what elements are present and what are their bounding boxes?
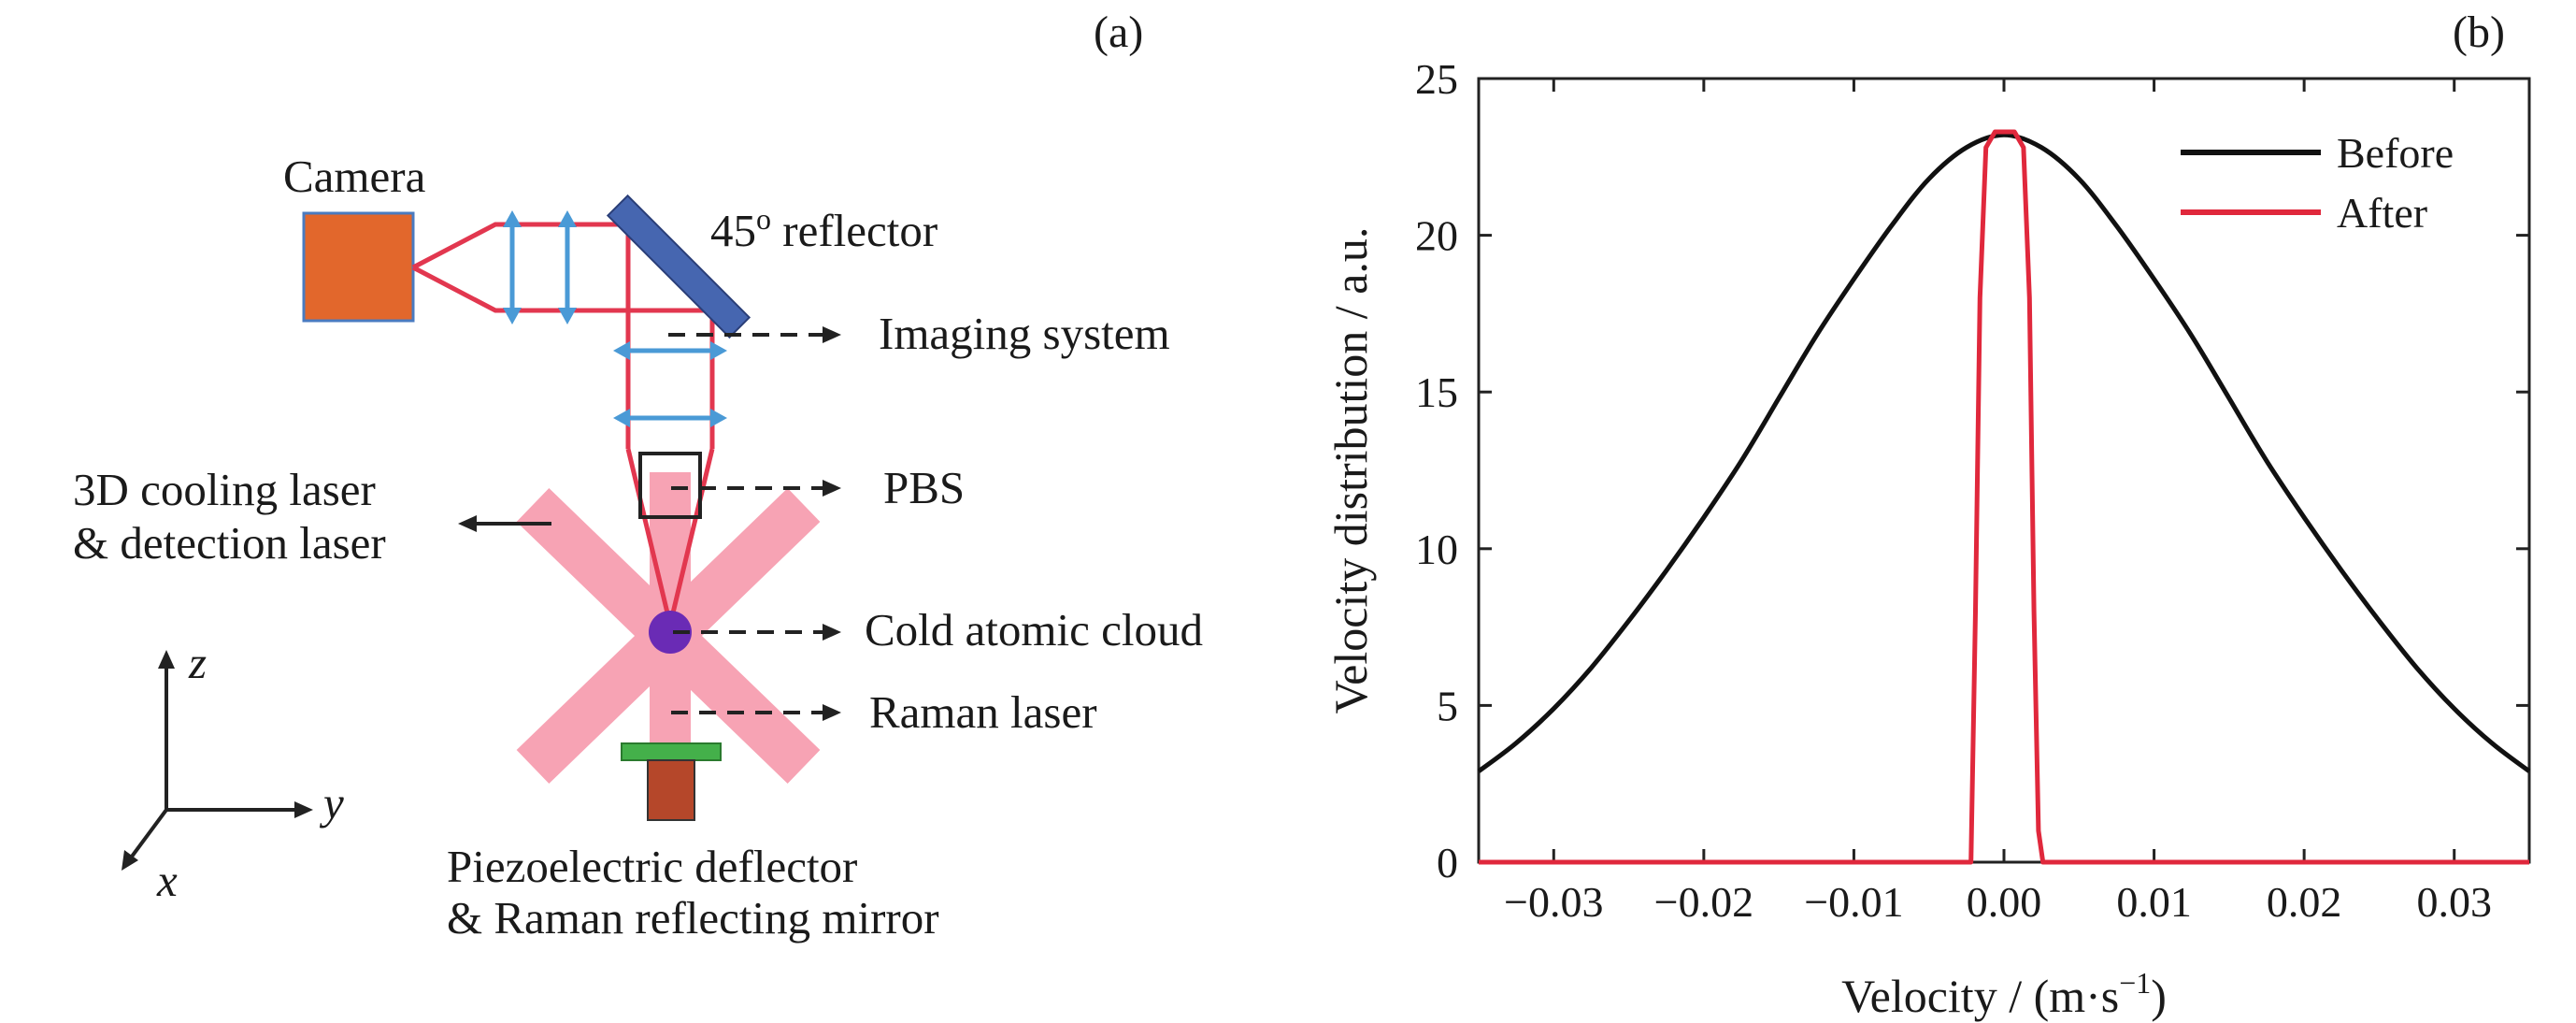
cold-atomic-cloud-label: Cold atomic cloud [865,604,1203,656]
beam-lower [413,267,712,449]
raman-laser-label: Raman laser [869,686,1097,738]
camera-label: Camera [283,151,426,202]
y-tick-label: 20 [1415,212,1458,260]
x-tick-label: −0.02 [1654,878,1753,926]
y-tick-label: 5 [1437,682,1458,729]
cooling-laser-label-line2: & detection laser [73,517,386,569]
lens-group [503,210,727,427]
cooling-laser-label-line1: 3D cooling laser [73,464,376,515]
piezo-label-line1: Piezoelectric deflector [447,841,857,892]
x-tick-label: −0.01 [1804,878,1903,926]
camera-box [304,213,413,321]
x-tick-label: 0.01 [2116,878,2192,926]
arrow-right-icon [823,480,841,497]
y-axis-arrow-icon [294,801,313,818]
y-tick-label: 15 [1415,368,1458,416]
x-tick-label: 0.00 [1967,878,2042,926]
raman-mirror [622,743,721,760]
legend-label-before: Before [2337,129,2454,177]
x-tick-label: −0.03 [1504,878,1603,926]
arrow-right-icon [823,704,841,721]
y-tick-label: 25 [1415,55,1458,103]
arrow-right-icon [823,326,841,343]
arrow-right-icon [823,624,841,641]
reflector-label: 45o reflector [710,202,937,256]
x-tick-label: 0.03 [2416,878,2492,926]
piezo-deflector [648,760,694,820]
x-axis-label: x [156,855,178,906]
panel-a-schematic: (a) Camera [73,7,1203,944]
x-axis-title: Velocity / (m·s−1) [1841,966,2167,1022]
panel-b-tag: (b) [2453,7,2505,57]
z-axis-label: z [188,637,207,688]
lens-icon [503,210,522,324]
piezo-label-line2: & Raman reflecting mirror [447,892,939,944]
series-layer [1479,132,2529,862]
y-axis-title: Velocity distribution / a.u. [1324,227,1377,714]
imaging-system-label: Imaging system [879,308,1170,359]
x-tick-label: 0.02 [2267,878,2342,926]
lens-icon [558,210,577,324]
series-line-after [1479,132,2529,862]
panel-a-tag: (a) [1094,7,1143,57]
y-tick-label: 0 [1437,839,1458,886]
beam-upper [413,224,628,449]
z-axis-arrow-icon [158,650,175,669]
panel-b-chart: (b) −0.03 −0.02 −0.01 0.00 0.01 0.02 0.03 0 5 10… [1324,7,2529,1022]
cooling-beam-vertical [650,472,691,743]
y-axis-label: y [319,777,344,828]
legend: Before After [2181,129,2454,237]
arrow-left-icon [458,515,477,532]
legend-label-after: After [2337,189,2427,237]
coordinate-axes [122,650,313,871]
y-tick-label: 10 [1415,526,1458,573]
pbs-label: PBS [883,462,965,513]
